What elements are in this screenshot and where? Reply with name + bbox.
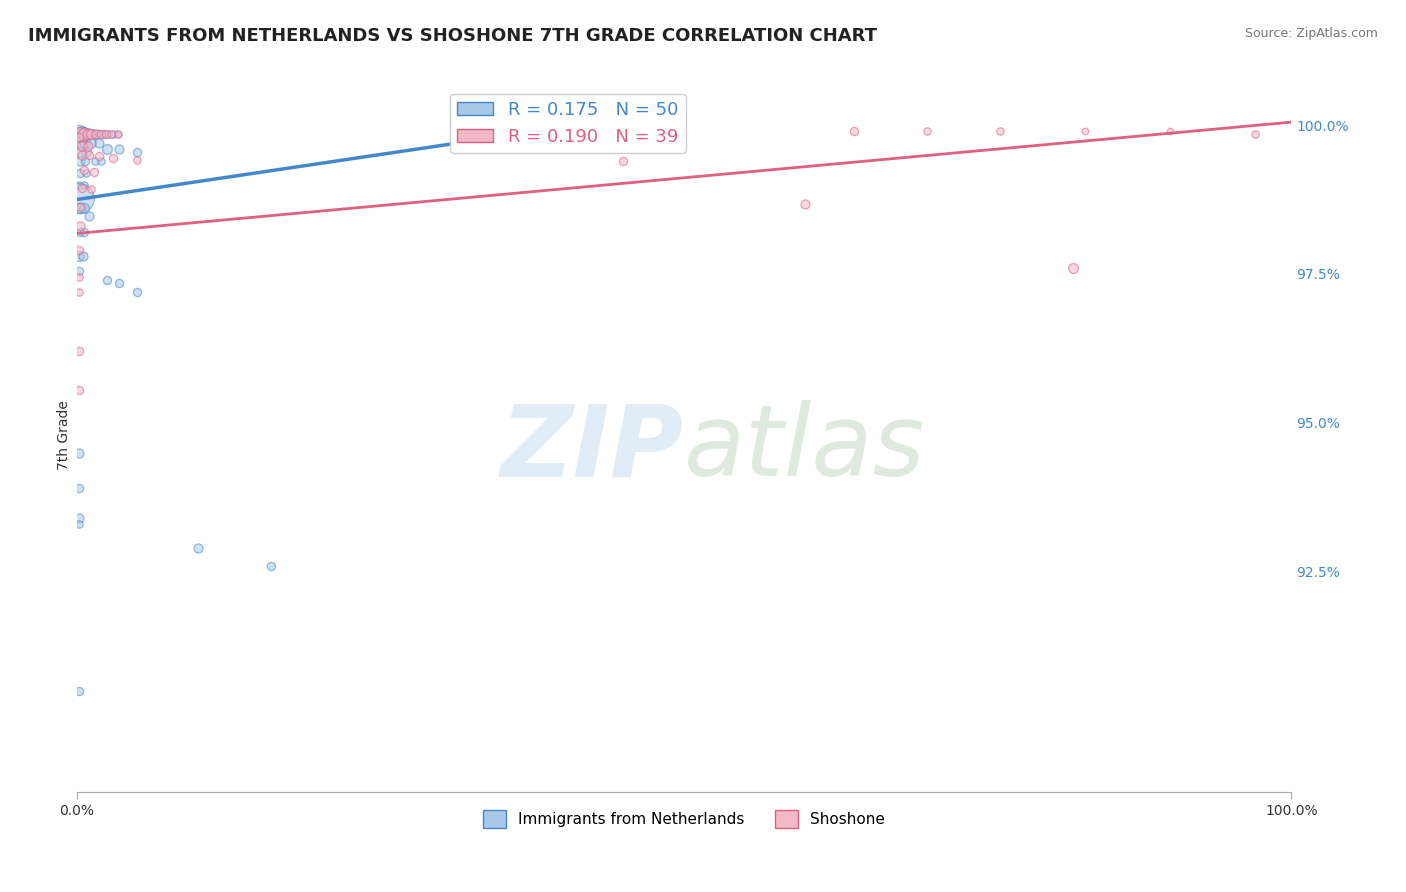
- Point: [69, 153, 91, 168]
- Point: [75, 153, 97, 168]
- Point: [83, 164, 105, 178]
- Point: [1074, 124, 1097, 138]
- Point: [96, 273, 118, 287]
- Point: [842, 124, 865, 138]
- Point: [67, 264, 90, 278]
- Text: ZIP: ZIP: [501, 401, 685, 498]
- Point: [94, 127, 117, 141]
- Point: [73, 127, 96, 141]
- Point: [491, 136, 513, 150]
- Point: [90, 127, 112, 141]
- Text: atlas: atlas: [685, 401, 925, 498]
- Point: [87, 127, 110, 141]
- Point: [67, 481, 90, 495]
- Point: [127, 285, 149, 299]
- Point: [67, 191, 90, 205]
- Text: Source: ZipAtlas.com: Source: ZipAtlas.com: [1244, 27, 1378, 40]
- Point: [97, 127, 120, 141]
- Point: [127, 153, 149, 167]
- Point: [100, 127, 122, 141]
- Point: [1159, 124, 1181, 138]
- Point: [988, 124, 1011, 138]
- Point: [75, 136, 97, 150]
- Point: [101, 127, 124, 141]
- Y-axis label: 7th Grade: 7th Grade: [58, 400, 72, 469]
- Point: [67, 178, 90, 192]
- Point: [107, 127, 129, 141]
- Point: [84, 127, 107, 141]
- Point: [260, 558, 283, 573]
- Point: [87, 136, 110, 150]
- Point: [77, 209, 100, 223]
- Legend: Immigrants from Netherlands, Shoshone: Immigrants from Netherlands, Shoshone: [477, 804, 891, 834]
- Point: [70, 148, 93, 162]
- Point: [107, 127, 129, 141]
- Point: [67, 243, 90, 257]
- Point: [77, 148, 100, 162]
- Point: [67, 445, 90, 459]
- Point: [80, 182, 103, 196]
- Point: [69, 219, 91, 234]
- Point: [70, 180, 93, 194]
- Point: [77, 127, 100, 141]
- Point: [90, 153, 112, 168]
- Point: [73, 225, 96, 239]
- Point: [69, 127, 91, 141]
- Point: [915, 124, 938, 138]
- Point: [67, 127, 90, 141]
- Point: [73, 127, 96, 141]
- Point: [187, 541, 209, 555]
- Point: [80, 127, 103, 141]
- Point: [67, 249, 90, 263]
- Point: [69, 166, 91, 180]
- Point: [76, 127, 98, 141]
- Point: [93, 127, 115, 141]
- Point: [108, 276, 131, 290]
- Point: [127, 145, 149, 159]
- Point: [67, 683, 90, 698]
- Point: [101, 151, 124, 165]
- Point: [69, 136, 91, 150]
- Point: [69, 202, 91, 216]
- Point: [67, 130, 90, 145]
- Point: [67, 383, 90, 397]
- Point: [75, 127, 97, 141]
- Point: [73, 162, 96, 177]
- Text: IMMIGRANTS FROM NETHERLANDS VS SHOSHONE 7TH GRADE CORRELATION CHART: IMMIGRANTS FROM NETHERLANDS VS SHOSHONE …: [28, 27, 877, 45]
- Point: [67, 344, 90, 359]
- Point: [80, 136, 103, 150]
- Point: [80, 127, 103, 141]
- Point: [67, 511, 90, 525]
- Point: [75, 145, 97, 159]
- Point: [96, 142, 118, 156]
- Point: [67, 285, 90, 299]
- Point: [69, 225, 91, 239]
- Point: [1062, 260, 1084, 275]
- Point: [76, 139, 98, 153]
- Point: [69, 200, 91, 214]
- Point: [73, 178, 96, 192]
- Point: [84, 127, 107, 141]
- Point: [70, 127, 93, 141]
- Point: [84, 153, 107, 168]
- Point: [108, 142, 131, 156]
- Point: [69, 145, 91, 159]
- Point: [612, 153, 634, 168]
- Point: [1244, 127, 1267, 141]
- Point: [72, 249, 94, 263]
- Point: [75, 166, 97, 180]
- Point: [67, 269, 90, 284]
- Point: [87, 149, 110, 163]
- Point: [67, 516, 90, 531]
- Point: [794, 196, 817, 211]
- Point: [70, 139, 93, 153]
- Point: [73, 202, 96, 216]
